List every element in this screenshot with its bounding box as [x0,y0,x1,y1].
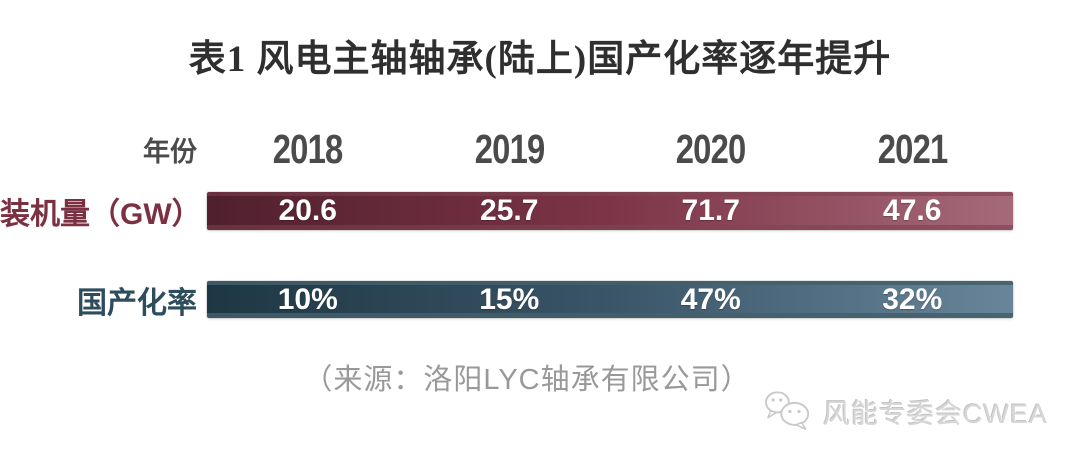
year-row-label: 年份 [143,136,197,167]
table-title: 表1 风电主轴轴承(陆上)国产化率逐年提升 [188,39,892,80]
rate-value-2020: 47% [680,282,741,316]
watermark-text: 风能专委会CWEA [823,398,1048,429]
rate-value-2021: 32% [882,282,943,316]
rate-bar-values: 10% 15% 47% 32% [207,281,1013,318]
rate-row: 国产化率 10% 15% 47% 32% [0,281,1080,320]
capacity-bar: 20.6 25.7 71.7 47.6 [207,192,1013,230]
year-cell-2021: 2021 [812,126,1014,172]
rate-value-2019: 15% [479,282,540,316]
source-note: （来源：洛阳LYC轴承有限公司） [303,364,751,396]
wechat-chat-bubbles-icon [764,391,810,430]
capacity-bar-values: 20.6 25.7 71.7 47.6 [207,192,1013,230]
year-value: 2018 [272,125,344,172]
year-cell-2018: 2018 [207,126,409,172]
capacity-value-2020: 71.7 [681,194,740,227]
capacity-value-2019: 25.7 [480,194,539,227]
rate-bar-body [207,285,1013,313]
year-cell-2019: 2019 [409,126,611,172]
rate-bar: 10% 15% 47% 32% [207,281,1013,318]
year-value: 2019 [474,125,545,172]
capacity-row-label: 装机量（GW） [0,198,202,231]
year-cell-2020: 2020 [610,126,812,172]
capacity-bar-body [207,196,1013,225]
capacity-value-2021: 47.6 [883,194,942,227]
watermark: 风能专委会CWEA [761,388,1048,434]
rate-row-label: 国产化率 [77,286,197,320]
capacity-value-2018: 20.6 [278,194,337,227]
year-value: 2021 [877,125,948,172]
year-cells: 2018 2019 2020 2021 [207,126,1013,172]
capacity-row: 装机量（GW） 20.6 25.7 71.7 47.6 [0,192,1080,231]
rate-value-2018: 10% [277,282,338,316]
year-row: 年份 2018 2019 2020 2021 [0,126,1080,172]
year-value: 2020 [675,125,747,172]
